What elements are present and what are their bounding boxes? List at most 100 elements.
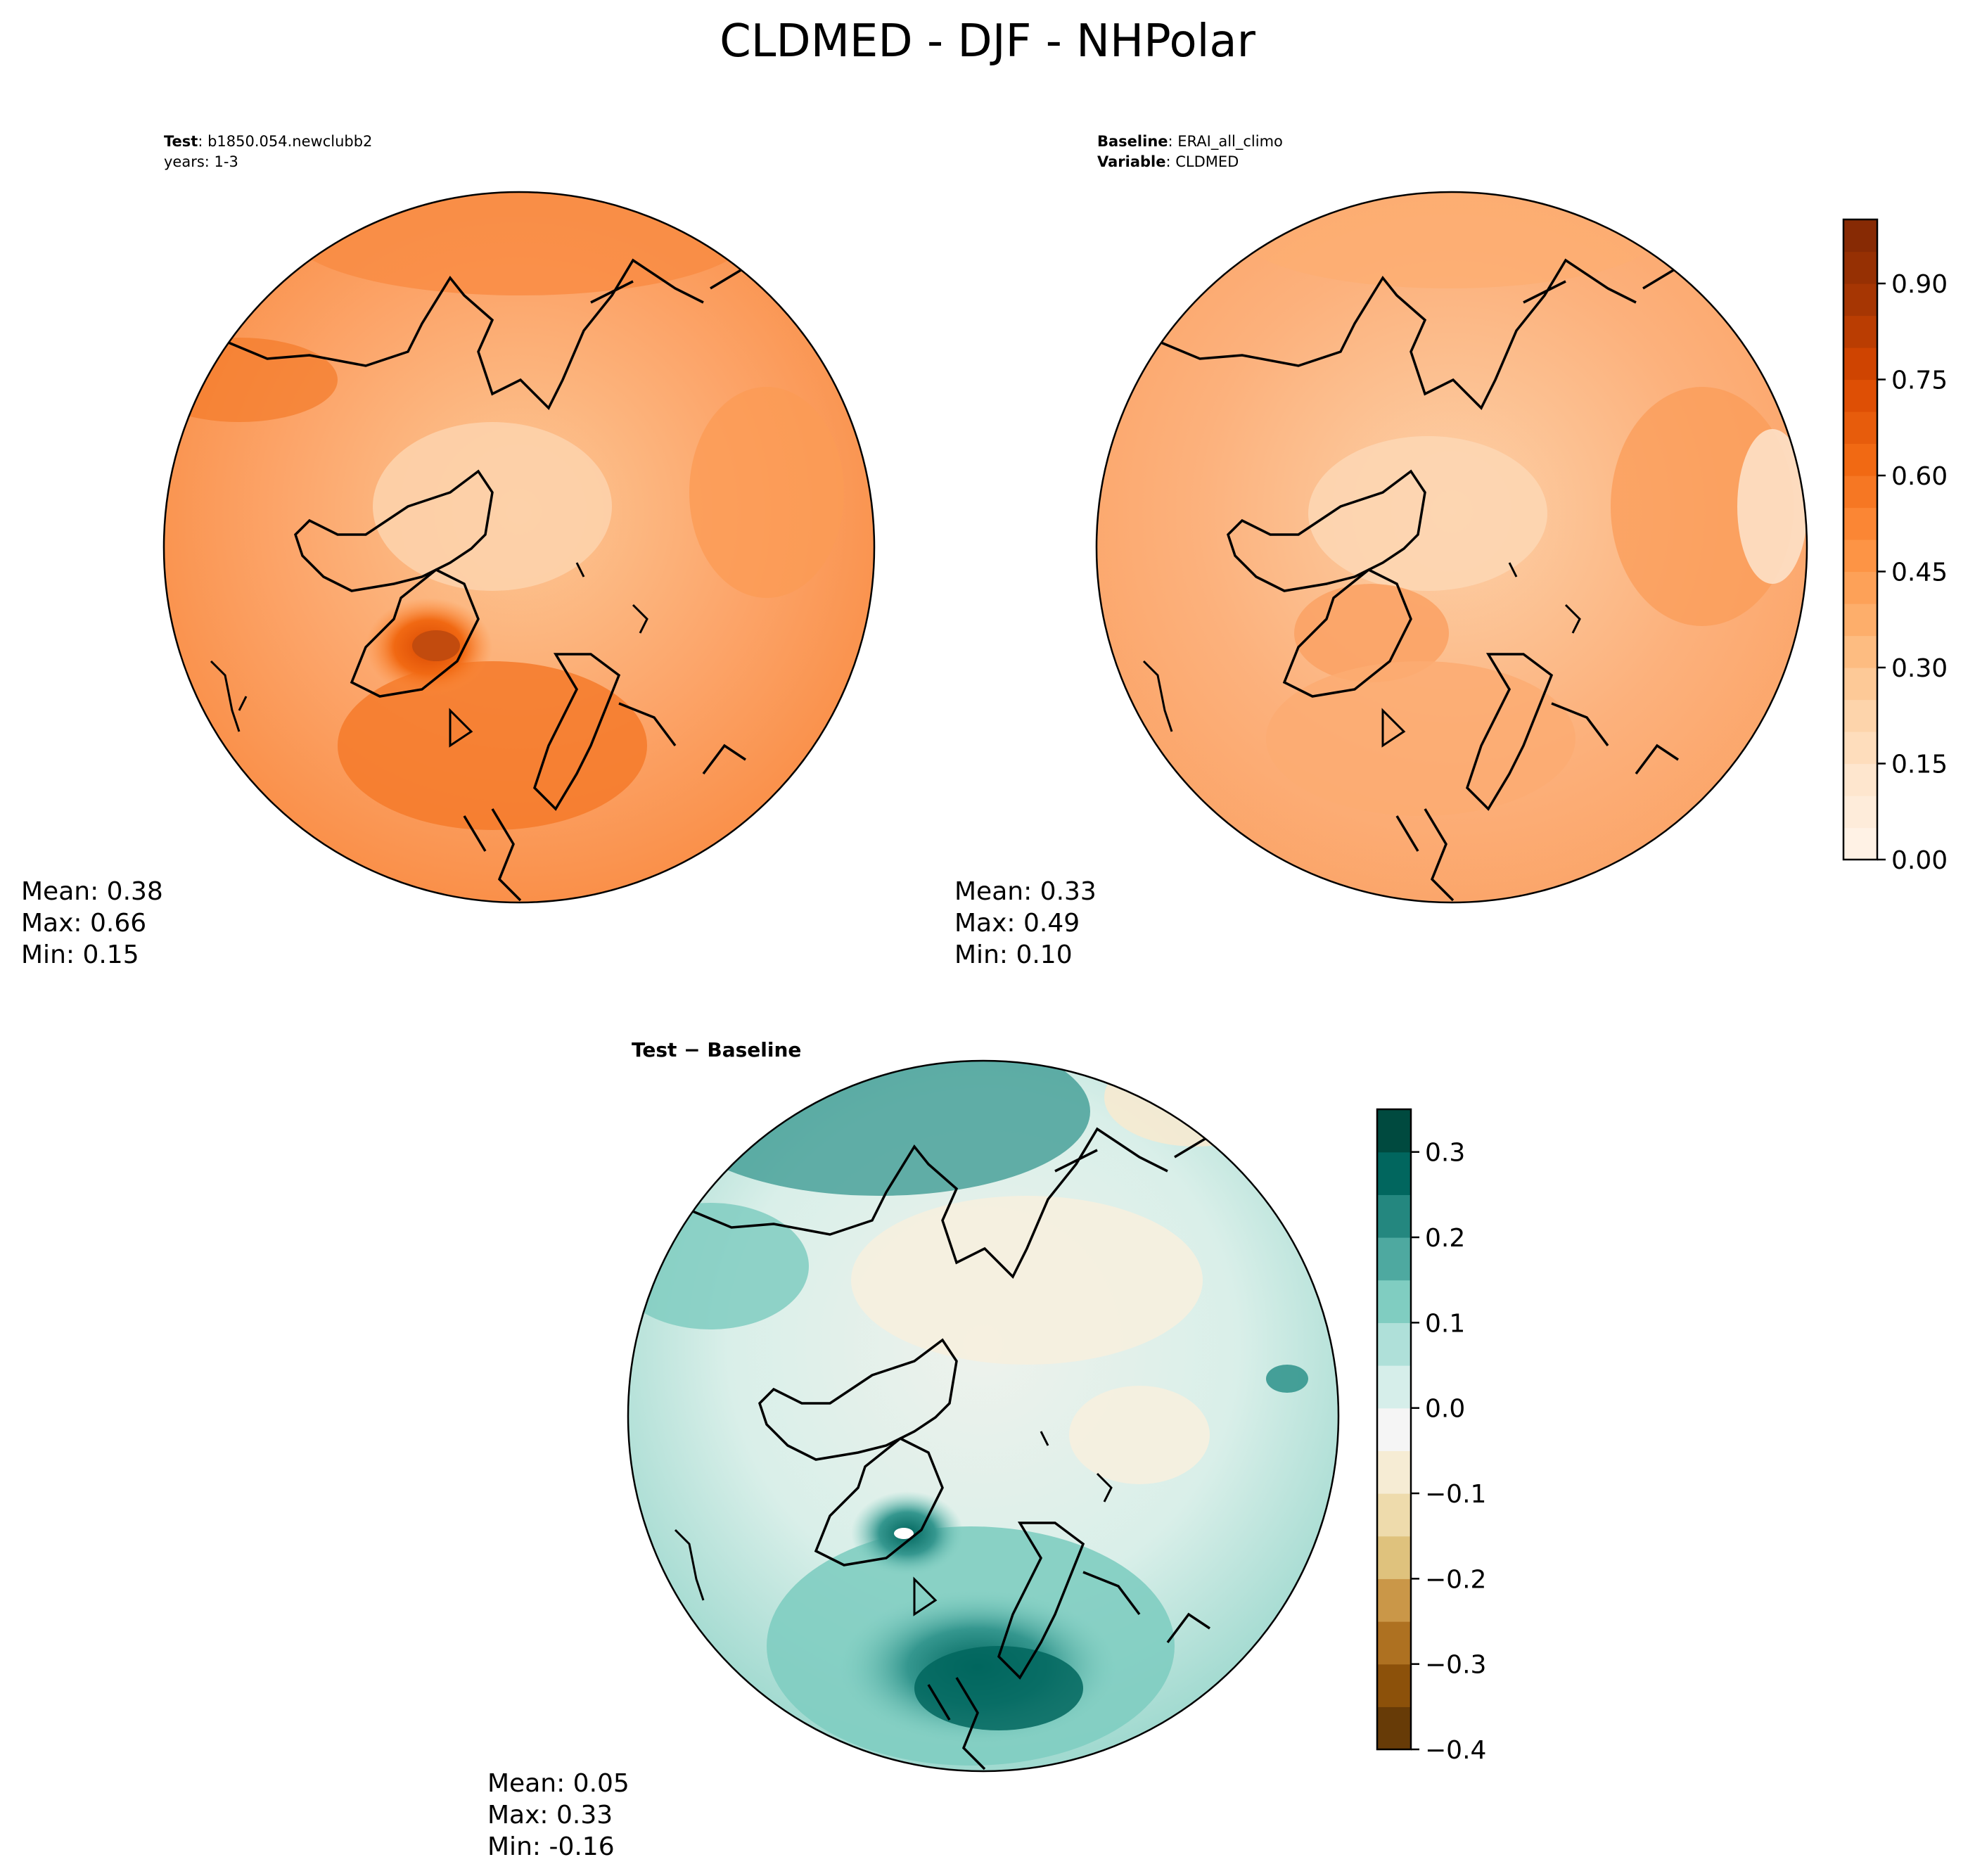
orange-colorbar-segment	[1843, 604, 1877, 637]
difference-stat-min: Min: -0.16	[487, 1832, 615, 1861]
baseline-map-contour	[1266, 661, 1575, 816]
orange-colorbar-segment	[1843, 507, 1877, 540]
difference-colorbar-segment	[1377, 1237, 1411, 1281]
difference-map-border	[627, 1059, 1340, 1773]
difference-map-contour	[1266, 1365, 1308, 1393]
colorbar-orange: 0.00 0.15 0.30 0.45 0.60 0.75 0.90	[1842, 218, 1948, 875]
test-stat-mean: Mean: 0.38	[21, 877, 163, 906]
difference-map	[628, 1061, 1338, 1771]
orange-colorbar-segment	[1843, 283, 1877, 317]
baseline-variable-label: Variable	[1097, 153, 1165, 170]
difference-map-contour	[628, 1203, 809, 1329]
baseline-map	[1097, 192, 1807, 902]
orange-colorbar-segment	[1843, 699, 1877, 732]
test-map-border	[162, 191, 876, 904]
panel-test: Test: b1850.054.newclubb2 years: 1-3 Mea…	[21, 133, 876, 969]
baseline-map-border	[1095, 191, 1808, 904]
difference-colorbar-segment	[1377, 1578, 1411, 1622]
baseline-header-value: : ERAI_all_climo	[1168, 133, 1283, 151]
difference-colorbar-frame	[1376, 1108, 1412, 1751]
test-map-contour	[412, 630, 460, 661]
difference-colorbar-segment	[1377, 1194, 1411, 1238]
difference-colorbar-tick-label: 0.1	[1425, 1309, 1465, 1338]
baseline-map-contour	[1737, 429, 1807, 584]
orange-colorbar-frame	[1842, 218, 1879, 861]
difference-colorbar-segment	[1377, 1706, 1411, 1750]
test-map-contour	[164, 338, 338, 422]
difference-colorbar-tick-label: −0.2	[1425, 1565, 1486, 1594]
orange-colorbar-segment	[1843, 796, 1877, 829]
test-map-contour	[338, 661, 647, 830]
baseline-map-contour	[1308, 436, 1547, 591]
difference-header: Test − Baseline	[632, 1038, 801, 1061]
difference-colorbar-segment	[1377, 1365, 1411, 1409]
orange-colorbar-segment	[1843, 732, 1877, 765]
difference-colorbar-segment	[1377, 1536, 1411, 1579]
test-map-contour	[373, 422, 612, 591]
orange-colorbar-segment	[1843, 379, 1877, 412]
orange-colorbar-segment	[1843, 219, 1877, 253]
orange-colorbar-segment	[1843, 315, 1877, 348]
difference-colorbar-segment	[1377, 1621, 1411, 1665]
difference-stat-max: Max: 0.33	[487, 1801, 613, 1830]
difference-colorbar-segment	[1377, 1408, 1411, 1451]
difference-map-contour	[851, 1196, 1203, 1365]
difference-colorbar-tick-label: −0.4	[1425, 1736, 1486, 1765]
orange-colorbar-segment	[1843, 668, 1877, 701]
orange-colorbar-tick-label: 0.75	[1891, 366, 1948, 395]
test-coastline	[210, 562, 648, 748]
difference-colorbar-tick-label: 0.0	[1425, 1395, 1465, 1424]
orange-colorbar-tick-label: 0.90	[1891, 270, 1948, 299]
orange-colorbar-tick-label: 0.00	[1891, 846, 1948, 875]
difference-colorbar-tick-label: 0.2	[1425, 1224, 1465, 1253]
orange-colorbar-segment	[1843, 827, 1877, 860]
difference-colorbar-tick-label: 0.3	[1425, 1139, 1465, 1168]
orange-colorbar-segment	[1843, 476, 1877, 509]
orange-colorbar-segment	[1843, 411, 1877, 445]
difference-map-contour	[894, 1528, 914, 1539]
difference-coastline	[674, 1431, 1113, 1616]
test-stat-min: Min: 0.15	[21, 940, 139, 969]
baseline-variable-value: : CLDMED	[1165, 153, 1239, 170]
panel-baseline: Baseline: ERAI_all_climo Variable: CLDME…	[954, 133, 1948, 969]
difference-colorbar-tick-label: −0.3	[1425, 1651, 1486, 1680]
difference-colorbar-tick-label: −0.1	[1425, 1480, 1486, 1509]
baseline-map-contour	[1294, 584, 1449, 682]
difference-colorbar-segment	[1377, 1109, 1411, 1153]
orange-colorbar-segment	[1843, 635, 1877, 668]
difference-colorbar-segment	[1377, 1664, 1411, 1707]
orange-colorbar-tick-label: 0.30	[1891, 654, 1948, 683]
test-header-line-1: Test: b1850.054.newclubb2	[164, 133, 372, 150]
difference-colorbar-segment	[1377, 1151, 1411, 1195]
difference-colorbar-segment	[1377, 1322, 1411, 1366]
orange-colorbar-segment	[1843, 763, 1877, 796]
orange-colorbar-segment	[1843, 540, 1877, 573]
baseline-header-line-1: Baseline: ERAI_all_climo	[1097, 133, 1283, 151]
orange-colorbar-tick-label: 0.15	[1891, 751, 1948, 779]
test-header-value: : b1850.054.newclubb2	[198, 133, 372, 150]
test-header-line-2: years: 1-3	[164, 153, 238, 170]
orange-colorbar-tick-label: 0.45	[1891, 559, 1948, 587]
baseline-stat-mean: Mean: 0.33	[954, 877, 1097, 906]
test-stat-max: Max: 0.66	[21, 909, 146, 938]
difference-map-contour	[1069, 1386, 1210, 1484]
difference-colorbar-segment	[1377, 1493, 1411, 1537]
difference-stat-mean: Mean: 0.05	[487, 1769, 629, 1798]
baseline-coastline	[1142, 562, 1581, 748]
test-header-label: Test	[164, 133, 198, 150]
difference-map-contour	[914, 1646, 1083, 1730]
orange-colorbar-segment	[1843, 443, 1877, 476]
baseline-map-contour	[1611, 387, 1794, 626]
baseline-header-label: Baseline	[1097, 133, 1168, 150]
difference-colorbar-segment	[1377, 1280, 1411, 1323]
difference-colorbar-segment	[1377, 1450, 1411, 1494]
baseline-header-line-2: Variable: CLDMED	[1097, 153, 1239, 170]
baseline-stat-min: Min: 0.10	[954, 940, 1073, 969]
panel-difference: Test − Baseline Mean: 0.05 Max: 0.33 Min…	[487, 1038, 1486, 1861]
orange-colorbar-tick-label: 0.60	[1891, 462, 1948, 491]
colorbar-difference: 0.3 0.2 0.1 0.0 −0.1 −0.2 −0.3 −0.4	[1376, 1108, 1486, 1765]
orange-colorbar-segment	[1843, 251, 1877, 284]
test-map	[164, 192, 874, 902]
figure-title: CLDMED - DJF - NHPolar	[720, 15, 1256, 68]
